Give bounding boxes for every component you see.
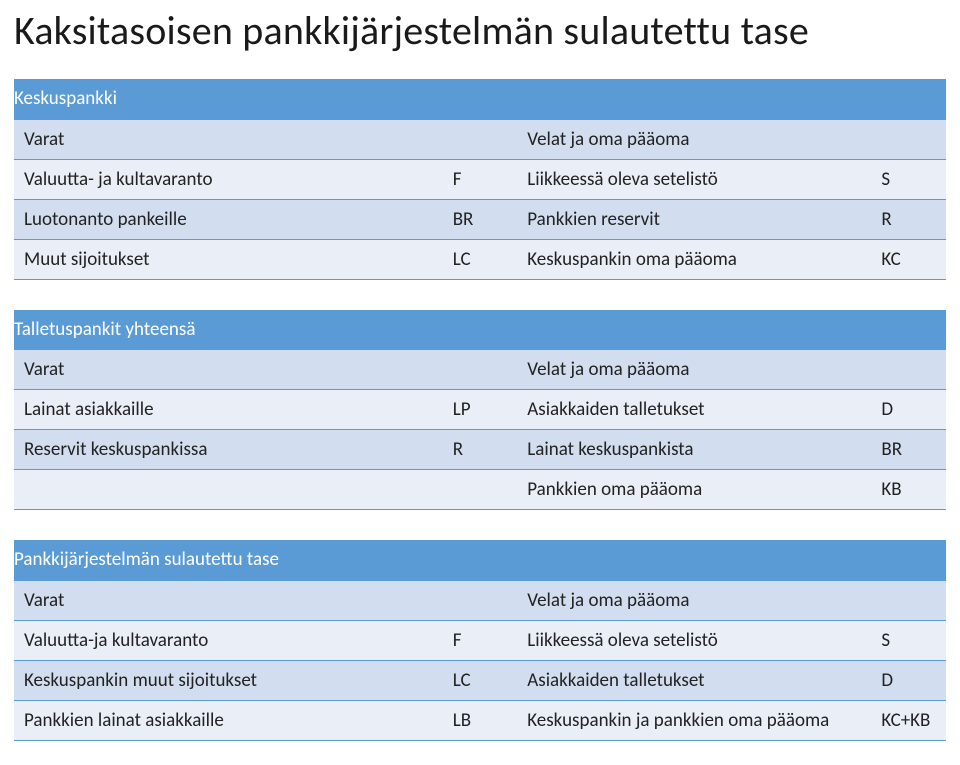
balance-table-2: Pankkijärjestelmän sulautettu taseVaratV… xyxy=(14,540,946,741)
col-header-left: Varat xyxy=(14,350,443,390)
cell-right-code: KC+KB xyxy=(871,700,946,740)
cell-right-code: S xyxy=(871,159,946,199)
cell-right-code: D xyxy=(871,660,946,700)
cell-left-label: Muut sijoitukset xyxy=(14,239,443,279)
cell-left-label: Keskuspankin muut sijoitukset xyxy=(14,660,443,700)
table-title: Keskuspankki xyxy=(14,79,946,119)
tables-container: KeskuspankkiVaratVelat ja oma pääomaValu… xyxy=(14,79,946,741)
cell-left-code: F xyxy=(443,159,518,199)
cell-right-code: KC xyxy=(871,239,946,279)
cell-right-label: Keskuspankin oma pääoma xyxy=(517,239,871,279)
col-header-left-code xyxy=(443,119,518,159)
cell-left-label: Valuutta- ja kultavaranto xyxy=(14,159,443,199)
cell-left-label: Luotonanto pankeille xyxy=(14,199,443,239)
cell-right-label: Pankkien reservit xyxy=(517,199,871,239)
cell-left-code: R xyxy=(443,430,518,470)
cell-right-label: Liikkeessä oleva setelistö xyxy=(517,620,871,660)
balance-table-0: KeskuspankkiVaratVelat ja oma pääomaValu… xyxy=(14,79,946,280)
table-row: Pankkien oma pääomaKB xyxy=(14,470,946,510)
cell-right-code: R xyxy=(871,199,946,239)
cell-right-label: Asiakkaiden talletukset xyxy=(517,390,871,430)
cell-right-code: D xyxy=(871,390,946,430)
table-row: Valuutta- ja kultavarantoFLiikkeessä ole… xyxy=(14,159,946,199)
col-header-left-code xyxy=(443,580,518,620)
table-title: Talletuspankit yhteensä xyxy=(14,310,946,350)
cell-left-label xyxy=(14,470,443,510)
cell-left-code: LC xyxy=(443,239,518,279)
cell-left-label: Pankkien lainat asiakkaille xyxy=(14,700,443,740)
col-header-right: Velat ja oma pääoma xyxy=(517,580,871,620)
cell-right-label: Liikkeessä oleva setelistö xyxy=(517,159,871,199)
table-row: Lainat asiakkailleLPAsiakkaiden talletuk… xyxy=(14,390,946,430)
cell-left-label: Reservit keskuspankissa xyxy=(14,430,443,470)
cell-left-code: BR xyxy=(443,199,518,239)
cell-left-label: Valuutta-ja kultavaranto xyxy=(14,620,443,660)
cell-left-code: F xyxy=(443,620,518,660)
table-row: Keskuspankin muut sijoituksetLCAsiakkaid… xyxy=(14,660,946,700)
col-header-left: Varat xyxy=(14,119,443,159)
table-row: Luotonanto pankeilleBRPankkien reservitR xyxy=(14,199,946,239)
col-header-right-code xyxy=(871,350,946,390)
table-row: Valuutta-ja kultavarantoFLiikkeessä olev… xyxy=(14,620,946,660)
cell-right-label: Keskuspankin ja pankkien oma pääoma xyxy=(517,700,871,740)
table-title: Pankkijärjestelmän sulautettu tase xyxy=(14,540,946,580)
col-header-left: Varat xyxy=(14,580,443,620)
table-row: Muut sijoituksetLCKeskuspankin oma pääom… xyxy=(14,239,946,279)
table-row: Pankkien lainat asiakkailleLBKeskuspanki… xyxy=(14,700,946,740)
page-title: Kaksitasoisen pankkijärjestelmän sulaute… xyxy=(14,6,946,55)
cell-left-code: LB xyxy=(443,700,518,740)
table-row: Reservit keskuspankissaRLainat keskuspan… xyxy=(14,430,946,470)
col-header-right-code xyxy=(871,119,946,159)
cell-left-code xyxy=(443,470,518,510)
cell-right-label: Asiakkaiden talletukset xyxy=(517,660,871,700)
col-header-left-code xyxy=(443,350,518,390)
balance-table-1: Talletuspankit yhteensäVarat Velat ja oma… xyxy=(14,310,946,511)
cell-left-code: LP xyxy=(443,390,518,430)
col-header-right-code xyxy=(871,580,946,620)
cell-right-label: Pankkien oma pääoma xyxy=(517,470,871,510)
col-header-right: Velat ja oma pääoma xyxy=(517,119,871,159)
cell-right-code: BR xyxy=(871,430,946,470)
cell-left-code: LC xyxy=(443,660,518,700)
cell-right-code: KB xyxy=(871,470,946,510)
cell-right-code: S xyxy=(871,620,946,660)
cell-left-label: Lainat asiakkaille xyxy=(14,390,443,430)
cell-right-label: Lainat keskuspankista xyxy=(517,430,871,470)
col-header-right: Velat ja oma pääoma xyxy=(517,350,871,390)
